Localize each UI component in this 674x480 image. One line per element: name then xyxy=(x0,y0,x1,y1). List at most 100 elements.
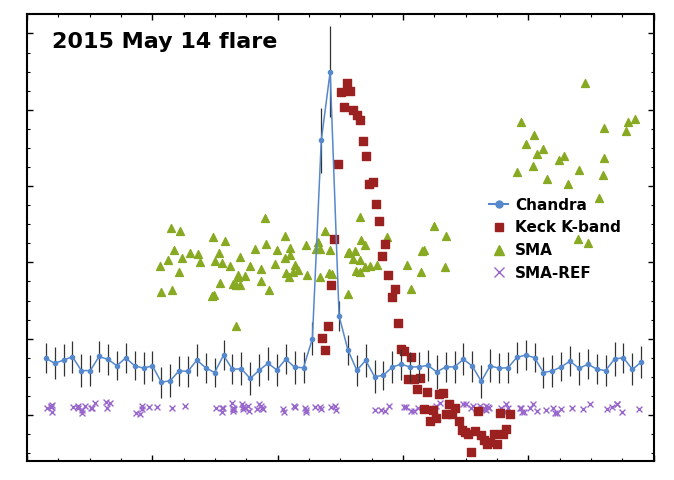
SMA xyxy=(371,262,382,269)
Point xyxy=(559,152,570,159)
Keck K-band xyxy=(504,410,515,418)
SMA-REF xyxy=(541,406,551,414)
SMA xyxy=(406,285,417,293)
SMA xyxy=(311,246,321,253)
SMA-REF xyxy=(503,405,514,412)
SMA-REF xyxy=(465,404,476,412)
SMA xyxy=(235,281,245,288)
Keck K-band xyxy=(434,391,445,398)
SMA-REF xyxy=(135,410,146,418)
SMA xyxy=(360,241,371,249)
SMA-REF xyxy=(578,405,588,413)
SMA xyxy=(235,252,245,260)
Point xyxy=(574,166,584,174)
SMA xyxy=(259,214,270,221)
SMA xyxy=(355,236,366,243)
SMA xyxy=(284,251,295,259)
Keck K-band xyxy=(482,440,493,448)
SMA-REF xyxy=(470,405,481,413)
Keck K-band xyxy=(428,407,439,414)
SMA xyxy=(280,232,290,240)
SMA-REF xyxy=(611,400,622,408)
Keck K-band xyxy=(472,407,483,415)
SMA xyxy=(355,256,366,264)
Point xyxy=(563,180,574,188)
SMA xyxy=(173,268,184,276)
SMA-REF xyxy=(584,400,595,408)
SMA xyxy=(355,268,365,276)
SMA-REF xyxy=(243,407,254,415)
SMA-REF xyxy=(326,403,336,410)
SMA-REF xyxy=(484,404,495,411)
Keck K-band xyxy=(421,388,432,396)
SMA-REF xyxy=(480,406,491,413)
Keck K-band xyxy=(383,271,394,279)
SMA xyxy=(156,288,166,296)
Keck K-band xyxy=(319,347,330,354)
SMA xyxy=(381,233,392,241)
SMA xyxy=(324,269,334,277)
SMA xyxy=(239,273,250,280)
Keck K-band xyxy=(437,389,448,397)
SMA xyxy=(261,240,272,248)
SMA-REF xyxy=(42,404,53,412)
Keck K-band xyxy=(326,281,336,289)
SMA-REF xyxy=(85,404,96,412)
Point xyxy=(512,168,522,176)
SMA-REF xyxy=(180,403,191,410)
Point xyxy=(554,156,565,164)
Keck K-band xyxy=(377,252,388,260)
Keck K-band xyxy=(373,217,384,225)
SMA-REF xyxy=(517,408,528,416)
SMA xyxy=(365,263,375,270)
SMA xyxy=(209,291,220,299)
Point xyxy=(621,127,632,135)
Keck K-band xyxy=(466,448,477,456)
Point xyxy=(599,124,609,132)
SMA-REF xyxy=(77,406,88,414)
SMA-REF xyxy=(524,404,535,412)
SMA xyxy=(154,263,165,270)
Keck K-band xyxy=(345,87,356,95)
Keck K-band xyxy=(332,160,343,168)
SMA xyxy=(419,246,429,254)
SMA-REF xyxy=(278,408,289,416)
SMA-REF xyxy=(166,405,177,412)
SMA-REF xyxy=(435,399,446,407)
SMA-REF xyxy=(90,399,100,407)
Point xyxy=(542,175,553,183)
Keck K-band xyxy=(351,111,362,119)
Keck K-band xyxy=(393,319,404,326)
Keck K-band xyxy=(370,201,381,208)
Keck K-band xyxy=(418,405,429,413)
SMA-REF xyxy=(496,404,507,412)
SMA xyxy=(168,246,179,253)
SMA-REF xyxy=(495,408,506,415)
Legend: Chandra, Keck K-band, SMA, SMA-REF: Chandra, Keck K-band, SMA, SMA-REF xyxy=(483,192,627,287)
SMA-REF xyxy=(379,408,390,415)
SMA xyxy=(177,254,188,262)
SMA-REF xyxy=(412,405,423,412)
Keck K-band xyxy=(399,347,410,355)
SMA-REF xyxy=(80,402,90,410)
SMA-REF xyxy=(550,409,561,417)
SMA xyxy=(360,264,371,271)
SMA xyxy=(185,250,195,257)
SMA-REF xyxy=(257,406,268,413)
SMA-REF xyxy=(243,402,254,410)
SMA-REF xyxy=(419,406,429,413)
SMA-REF xyxy=(47,408,57,415)
SMA-REF xyxy=(240,404,251,411)
SMA xyxy=(326,271,337,278)
Keck K-band xyxy=(460,428,470,435)
SMA-REF xyxy=(299,404,310,412)
SMA-REF xyxy=(252,405,263,413)
SMA-REF xyxy=(228,404,239,412)
SMA-REF xyxy=(398,403,409,410)
SMA xyxy=(216,259,227,266)
SMA xyxy=(319,227,330,235)
Point xyxy=(630,116,640,123)
Keck K-band xyxy=(390,285,400,293)
SMA xyxy=(313,238,324,245)
SMA xyxy=(245,262,255,270)
